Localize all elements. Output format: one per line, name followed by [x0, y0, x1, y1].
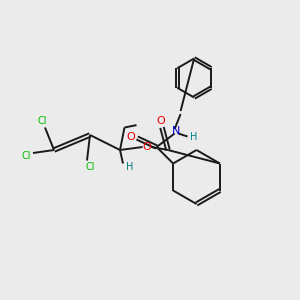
Text: O: O	[156, 116, 165, 126]
Text: N: N	[172, 125, 180, 136]
Text: O: O	[126, 131, 135, 142]
Text: Cl: Cl	[85, 162, 95, 172]
Text: Cl: Cl	[22, 151, 31, 161]
Text: O: O	[142, 142, 152, 152]
Text: Cl: Cl	[37, 116, 47, 127]
Text: H: H	[126, 162, 133, 172]
Text: H: H	[190, 131, 198, 142]
